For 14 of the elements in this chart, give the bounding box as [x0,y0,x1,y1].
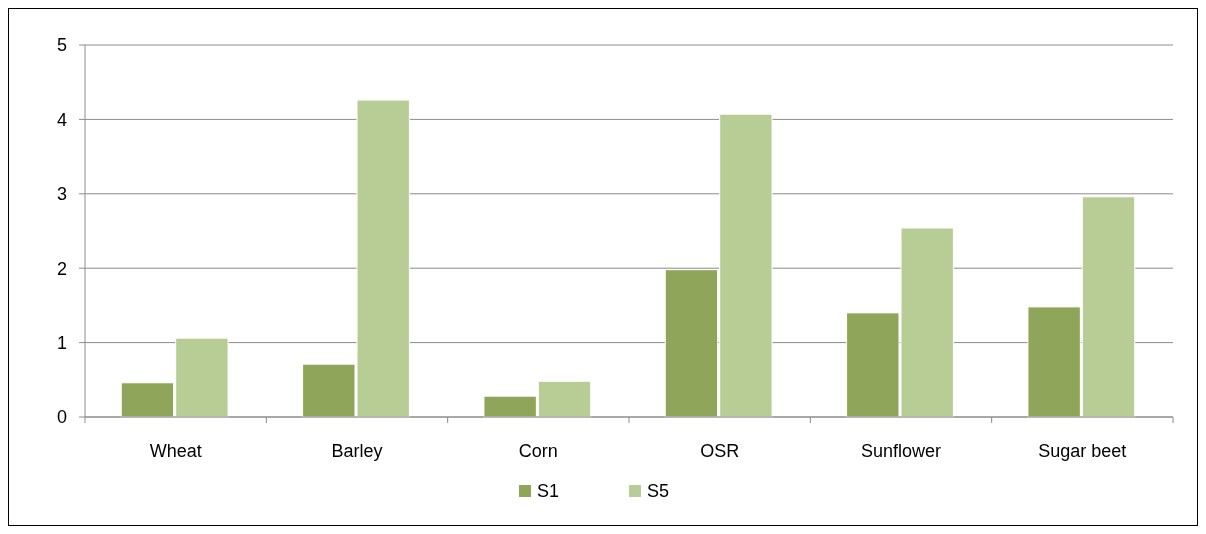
y-tick-label: 5 [56,35,67,56]
x-tick-label: Sunflower [860,441,942,461]
y-tick-label: 0 [56,407,67,428]
legend-label: S5 [647,481,670,502]
x-tick-label: Corn [518,441,558,461]
x-tick-label: Barley [331,441,383,461]
y-tick-label: 2 [56,258,67,279]
y-tick-label: 4 [56,109,67,130]
x-tick-label: OSR [700,441,740,461]
y-tick-label: 3 [56,184,67,205]
x-tick-label: Wheat [149,441,202,461]
legend-label: S1 [537,481,560,502]
x-tick-label: Sugar beet [1038,441,1127,461]
y-tick-label: 1 [56,332,67,353]
